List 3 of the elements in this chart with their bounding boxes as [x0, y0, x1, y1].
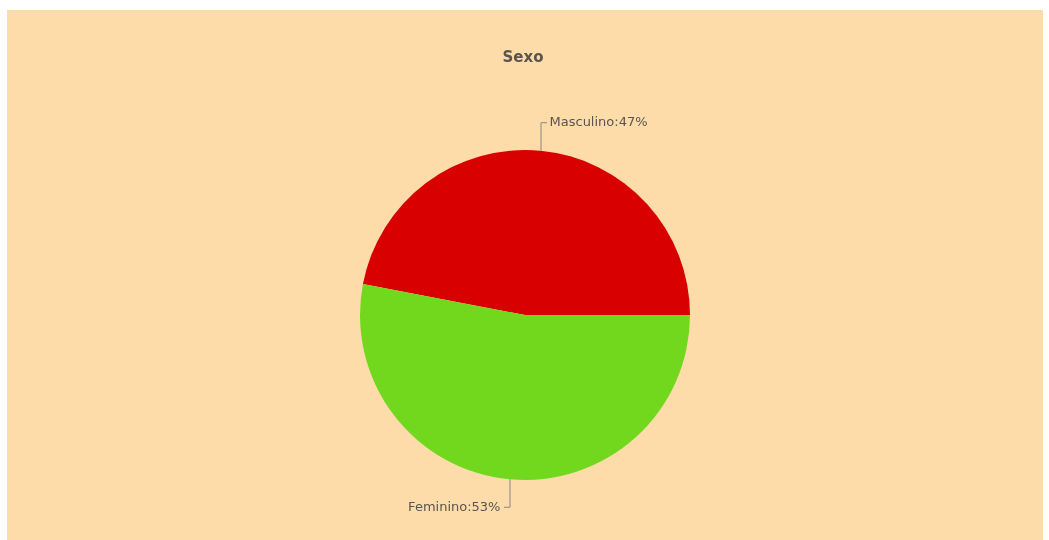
slice-label: Masculino:47%: [549, 114, 648, 130]
slice-label: Feminino:53%: [408, 498, 501, 514]
chart-title: Sexo: [502, 47, 544, 66]
